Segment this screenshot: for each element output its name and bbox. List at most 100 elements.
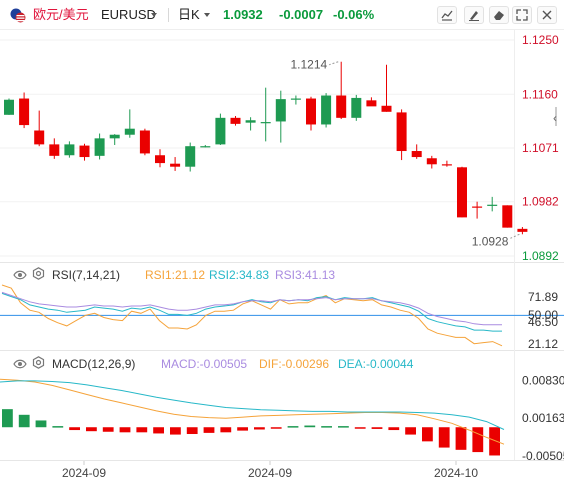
x-tick-label: 2024-09 xyxy=(248,466,292,480)
candle-body xyxy=(275,99,286,122)
macd-series-dif xyxy=(0,378,505,445)
candle-body xyxy=(306,98,316,125)
candle-body xyxy=(94,138,105,156)
candle-body xyxy=(321,95,332,125)
macd-histogram-bar xyxy=(455,427,467,450)
rsi1-legend: RSI1:21.12 xyxy=(145,268,206,282)
macd-histogram-bar xyxy=(220,427,232,433)
draw-button[interactable] xyxy=(437,6,457,24)
macd-series-dea xyxy=(0,380,505,430)
macd-histogram-bar xyxy=(2,409,13,428)
candle-body xyxy=(472,206,483,208)
fullscreen-icon xyxy=(516,9,528,21)
price-change-pct: -0.06% xyxy=(333,7,375,22)
macd-histogram-bar xyxy=(489,427,500,456)
dea-legend: DEA:-0.00044 xyxy=(338,357,414,371)
macd-histogram-bar xyxy=(304,425,316,428)
rsi-tick-label: 21.12 xyxy=(528,337,558,351)
macd-histogram-bar xyxy=(153,427,164,434)
eye-icon[interactable] xyxy=(13,268,27,286)
rsi3-legend: RSI3:41.13 xyxy=(275,268,336,282)
x-tick-label: 2024-09 xyxy=(62,466,106,480)
candle-body xyxy=(34,130,45,145)
macd-histogram-bar xyxy=(119,427,131,433)
candle-body xyxy=(19,98,30,126)
caret-down-icon[interactable] xyxy=(151,13,157,17)
candle-body xyxy=(49,144,60,156)
macd-tick-label: 0.00830 xyxy=(522,373,564,387)
candle-body xyxy=(139,130,150,154)
macd-histogram-bar xyxy=(86,427,97,432)
caret-down-icon[interactable] xyxy=(204,13,210,17)
draw-icon xyxy=(441,10,453,21)
candle-body xyxy=(336,95,347,118)
candle-body xyxy=(426,158,437,165)
candle-body xyxy=(441,164,452,166)
high-marker-line xyxy=(329,61,339,66)
macd-histogram-bar xyxy=(186,427,198,435)
candle-body xyxy=(396,112,407,152)
settings-icon[interactable] xyxy=(32,267,45,285)
macd-histogram-bar xyxy=(254,427,265,430)
eraser-button[interactable] xyxy=(489,6,509,24)
macd-histogram-bar xyxy=(136,427,148,433)
eye-icon[interactable] xyxy=(13,357,27,375)
macd-histogram-bar xyxy=(472,427,484,453)
candle-body xyxy=(200,146,211,148)
rsi2-legend: RSI2:34.83 xyxy=(209,268,270,282)
macd-histogram-bar xyxy=(321,426,332,428)
macd-title: MACD(12,26,9) xyxy=(52,357,136,371)
price-tick-label: 1.0982 xyxy=(522,195,559,209)
candle-body xyxy=(487,204,498,206)
candle-body xyxy=(230,117,241,124)
candle-body xyxy=(215,117,226,145)
macd-histogram-bar xyxy=(287,426,299,428)
price-tick-label: 1.1160 xyxy=(522,87,558,101)
close-button[interactable] xyxy=(537,6,557,24)
candle-body xyxy=(245,120,256,123)
candle-body xyxy=(185,146,196,167)
macd-histogram-bar xyxy=(422,427,433,442)
macd-tick-label: -0.00505 xyxy=(522,449,564,463)
eraser-icon xyxy=(494,11,504,20)
candle-body xyxy=(124,128,135,135)
macd-histogram-bar xyxy=(18,414,30,428)
price-tick-label: 1.1250 xyxy=(522,33,559,47)
candle-body xyxy=(4,99,14,115)
candle-body xyxy=(457,167,467,218)
macd-histogram-bar xyxy=(203,427,215,433)
dif-legend: DIF:-0.00296 xyxy=(259,357,330,371)
macd-histogram-bar xyxy=(52,426,64,428)
macd-legend: MACD:-0.00505 xyxy=(161,357,248,371)
candle-body xyxy=(411,151,422,158)
macd-histogram-bar xyxy=(69,427,80,431)
x-tick-label: 2024-10 xyxy=(434,466,478,480)
rsi-series-rsi2 xyxy=(1,292,502,332)
macd-histogram-bar xyxy=(354,427,366,429)
low-marker-line xyxy=(510,233,520,239)
macd-histogram-bar xyxy=(405,427,416,435)
macd-histogram-bar xyxy=(338,426,349,428)
settings-icon[interactable] xyxy=(32,356,45,374)
divider xyxy=(168,8,169,22)
chart-toolbar: 欧元/美元 EURUSD 日K 1.0932 -0.0007 -0.06% xyxy=(0,0,564,30)
rsi-tick-label: 71.89 xyxy=(528,290,558,304)
candle-body xyxy=(366,100,377,107)
last-price: 1.0932 xyxy=(223,7,263,22)
macd-histogram-bar xyxy=(102,427,114,432)
drawing-tools-button[interactable] xyxy=(464,6,484,24)
candle-body xyxy=(64,144,75,156)
candle-body xyxy=(351,97,362,118)
candle-body xyxy=(170,163,181,167)
candle-body xyxy=(290,98,301,100)
price-change: -0.0007 xyxy=(279,7,324,22)
timeframe-selector[interactable]: 日K xyxy=(178,7,200,22)
macd-histogram-bar xyxy=(170,427,181,435)
candle-body xyxy=(109,134,120,139)
candle-body xyxy=(79,145,90,158)
fullscreen-button[interactable] xyxy=(512,6,532,24)
macd-histogram-bar xyxy=(237,427,248,431)
low-annotation: 1.0928 xyxy=(472,234,509,248)
symbol-label[interactable]: EURUSD xyxy=(101,7,156,22)
